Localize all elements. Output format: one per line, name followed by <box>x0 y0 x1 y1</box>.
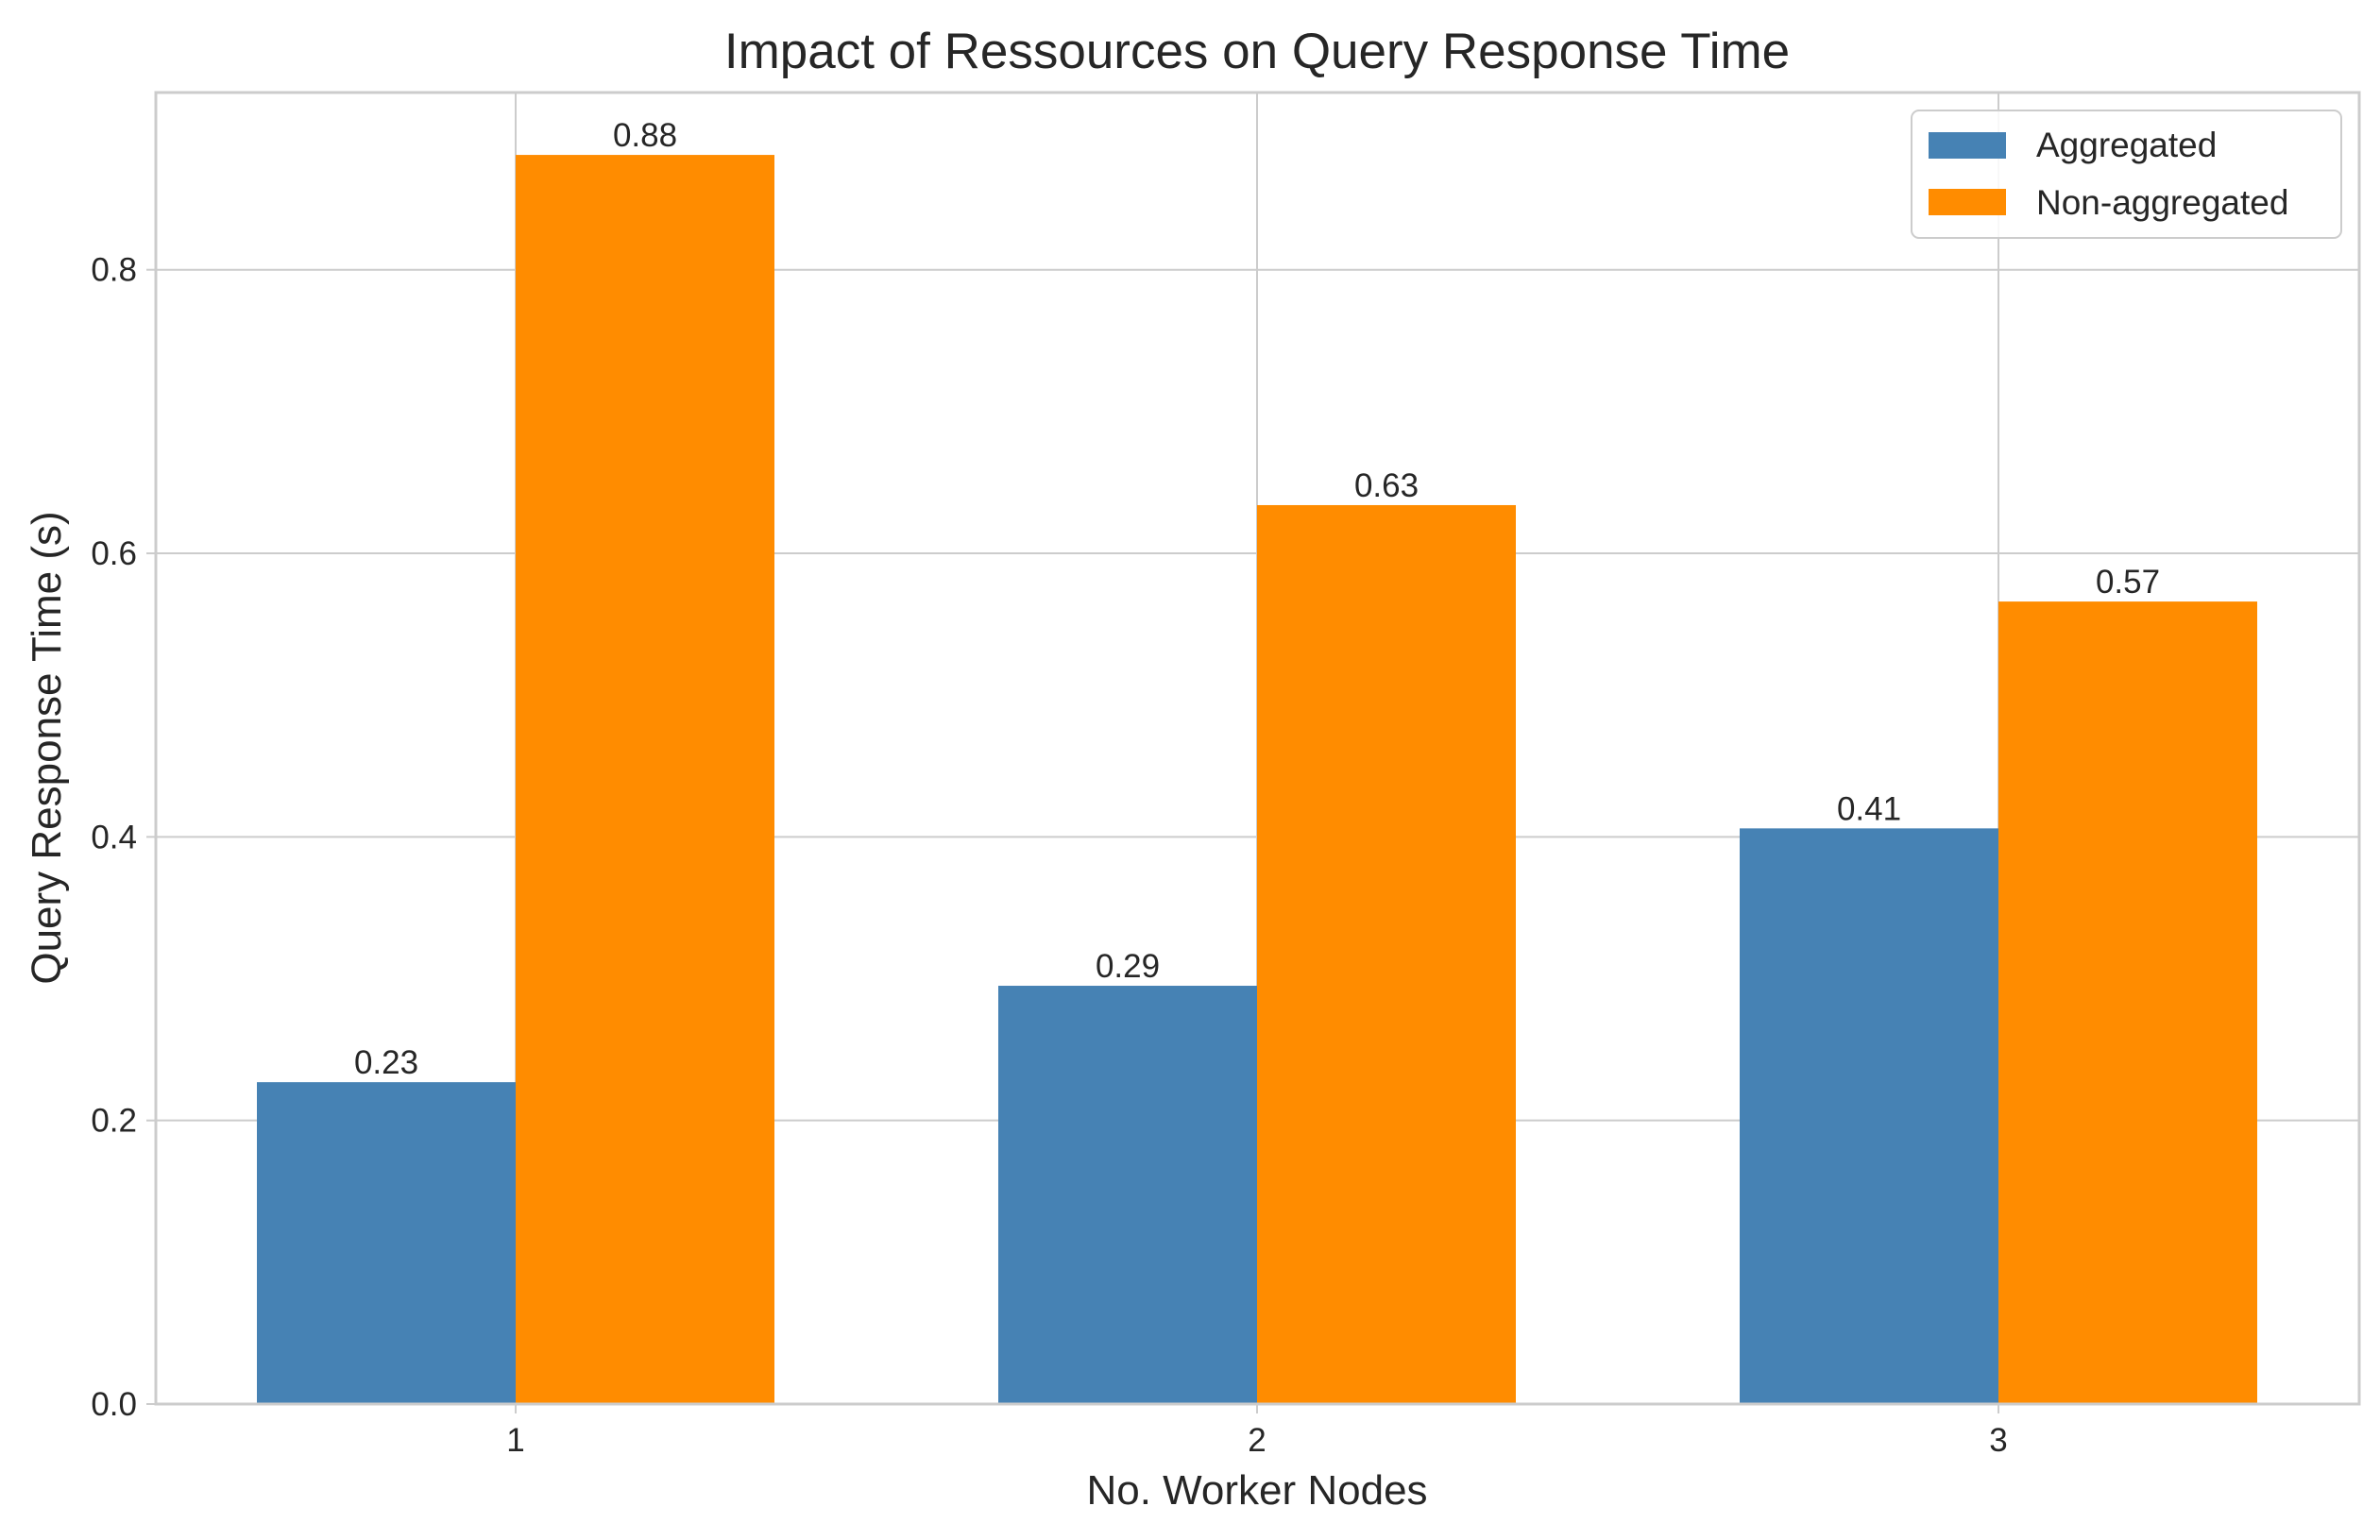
legend: Aggregated Non-aggregated <box>1911 110 2342 239</box>
legend-label-non-aggregated: Non-aggregated <box>2036 183 2288 222</box>
data-label-non-aggregated-2: 0.63 <box>1354 467 1419 504</box>
bar-aggregated-3 <box>1740 828 1998 1404</box>
chart-title: Impact of Ressources on Query Response T… <box>724 24 1790 79</box>
y-tick-label: 0.4 <box>91 819 137 855</box>
bar-non-aggregated-1 <box>516 155 774 1405</box>
x-tick-label: 2 <box>1248 1422 1266 1459</box>
data-label-aggregated-2: 0.29 <box>1096 948 1160 985</box>
y-axis-ticks: 0.0 0.2 0.4 0.6 0.8 <box>91 252 156 1423</box>
y-tick-label: 0.2 <box>91 1103 137 1140</box>
bar-non-aggregated-3 <box>1998 601 2257 1404</box>
legend-swatch-aggregated <box>1929 132 2006 159</box>
legend-label-aggregated: Aggregated <box>2036 126 2217 164</box>
bar-aggregated-1 <box>257 1082 516 1404</box>
data-label-aggregated-3: 0.41 <box>1837 790 1901 827</box>
bar-non-aggregated-2 <box>1257 504 1516 1404</box>
data-label-non-aggregated-1: 0.88 <box>613 117 677 154</box>
data-labels: 0.23 0.29 0.41 0.88 0.63 0.57 <box>354 117 2160 1081</box>
bar-aggregated-2 <box>998 986 1257 1404</box>
data-label-non-aggregated-3: 0.57 <box>2096 564 2160 601</box>
x-tick-label: 1 <box>506 1422 524 1459</box>
legend-frame <box>1911 110 2342 239</box>
x-axis-label: No. Worker Nodes <box>1086 1467 1427 1514</box>
y-tick-label: 0.6 <box>91 535 137 572</box>
bars <box>257 155 2257 1405</box>
data-label-aggregated-1: 0.23 <box>354 1044 418 1081</box>
y-tick-label: 0.8 <box>91 252 137 289</box>
x-tick-label: 3 <box>1989 1422 2007 1459</box>
x-axis-ticks: 1 2 3 <box>506 1404 2008 1459</box>
y-axis-label: Query Response Time (s) <box>24 511 70 984</box>
y-tick-label: 0.0 <box>91 1386 137 1423</box>
legend-swatch-non-aggregated <box>1929 189 2006 215</box>
